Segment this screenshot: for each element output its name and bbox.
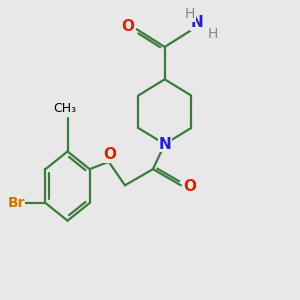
Text: Br: Br xyxy=(7,196,25,210)
Text: O: O xyxy=(122,19,134,34)
Text: H: H xyxy=(208,27,218,41)
Text: CH₃: CH₃ xyxy=(53,102,76,115)
Text: N: N xyxy=(191,15,203,30)
Text: O: O xyxy=(183,179,196,194)
Text: H: H xyxy=(184,7,195,21)
Text: N: N xyxy=(158,136,171,152)
Text: O: O xyxy=(104,147,117,162)
